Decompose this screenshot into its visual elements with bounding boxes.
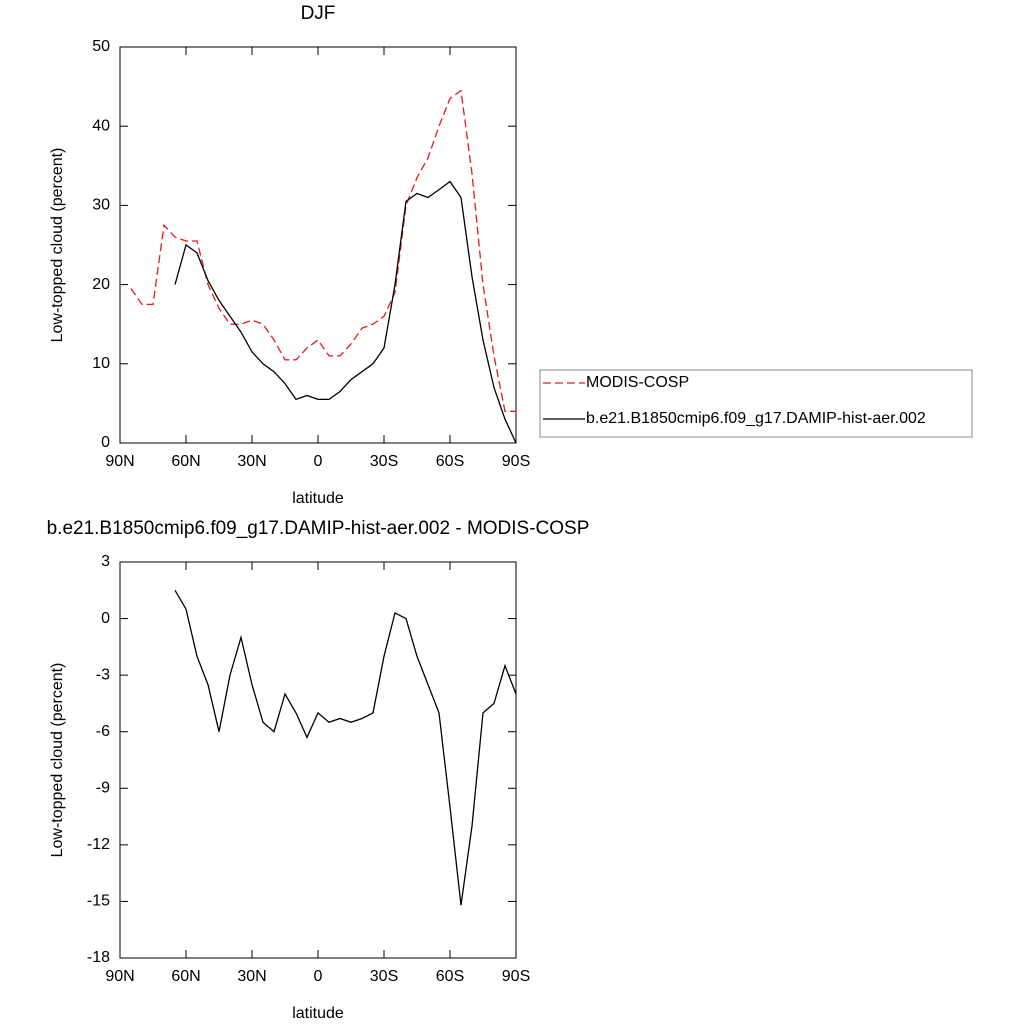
x-axis-label: latitude [292, 490, 344, 507]
legend-label: b.e21.B1850cmip6.f09_g17.DAMIP-hist-aer.… [586, 410, 926, 427]
x-tick-label: 60S [436, 453, 464, 470]
plot-frame [119, 46, 517, 444]
legend-box [539, 369, 973, 438]
chart-title: b.e21.B1850cmip6.f09_g17.DAMIP-hist-aer.… [47, 518, 590, 539]
y-tick-label: 0 [101, 610, 110, 627]
x-tick-label: 30N [237, 453, 266, 470]
y-tick-label: -3 [96, 666, 110, 683]
x-tick-label: 0 [314, 968, 323, 985]
y-tick-label: 40 [92, 117, 110, 134]
y-tick-label: -9 [96, 780, 110, 797]
y-axis-label: Low-topped cloud (percent) [49, 148, 66, 343]
y-tick-label: -18 [87, 949, 110, 966]
x-tick-label: 30S [370, 968, 398, 985]
y-tick-label: 0 [101, 434, 110, 451]
x-tick-label: 30N [237, 968, 266, 985]
y-tick-label: 50 [92, 38, 110, 55]
x-tick-label: 60N [171, 453, 200, 470]
x-tick-label: 90N [105, 453, 134, 470]
legend-label: MODIS-COSP [586, 374, 689, 391]
x-tick-label: 0 [314, 453, 323, 470]
y-axis-label: Low-topped cloud (percent) [49, 663, 66, 858]
data-line [174, 589, 517, 906]
x-tick-label: 60N [171, 968, 200, 985]
y-tick-label: -6 [96, 723, 110, 740]
plot-frame [119, 561, 517, 959]
x-axis-label: latitude [292, 1005, 344, 1022]
y-tick-label: 3 [101, 553, 110, 570]
x-tick-label: 60S [436, 968, 464, 985]
x-tick-label: 90S [502, 968, 530, 985]
y-tick-label: 10 [92, 355, 110, 372]
data-line [130, 89, 516, 412]
x-tick-label: 30S [370, 453, 398, 470]
y-tick-label: -12 [87, 836, 110, 853]
y-tick-label: 20 [92, 276, 110, 293]
y-tick-label: 30 [92, 197, 110, 214]
y-tick-label: -15 [87, 893, 110, 910]
data-line [174, 180, 517, 444]
chart-title: DJF [301, 3, 336, 24]
x-tick-label: 90S [502, 453, 530, 470]
x-tick-label: 90N [105, 968, 134, 985]
